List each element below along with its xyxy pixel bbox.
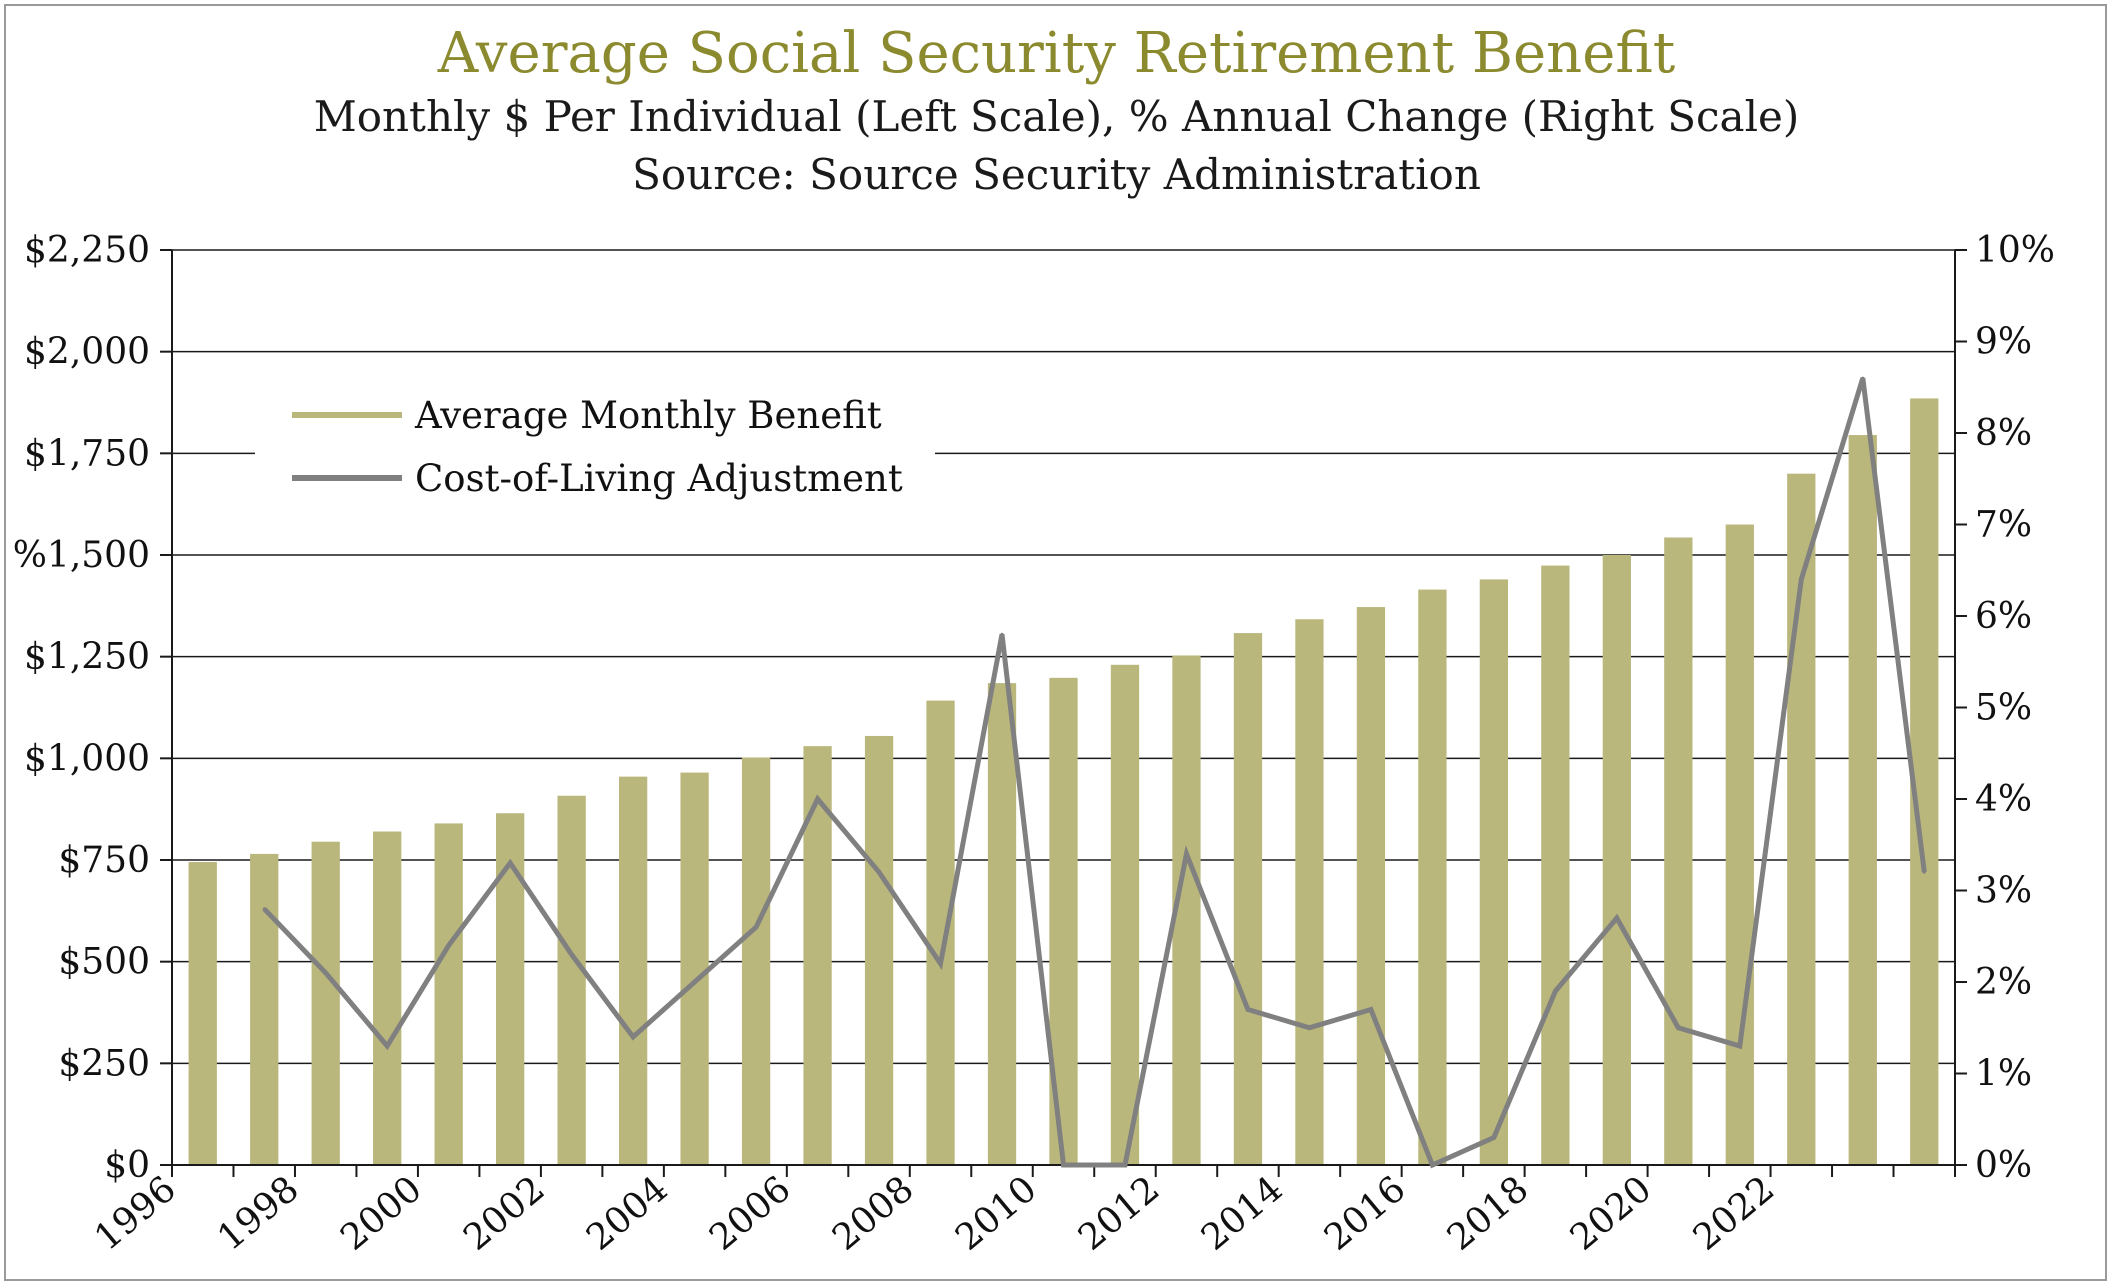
legend-label-0: Average Monthly Benefit: [414, 394, 882, 437]
cola-point-2021: [1738, 1044, 1742, 1048]
left-tick-label: $750: [58, 840, 150, 881]
bar-2005: [741, 757, 771, 1165]
line-series-layer: [262, 376, 1927, 1169]
chart-title: Average Social Security Retirement Benef…: [437, 21, 1676, 86]
chart-frame: [4, 4, 2107, 1281]
bar-2004: [680, 772, 709, 1165]
x-tick-label: 2016: [1317, 1168, 1414, 1258]
cola-point-2022: [1799, 577, 1803, 581]
right-tick-label: 6%: [1975, 596, 2032, 637]
bar-2019: [1602, 555, 1631, 1165]
bar-2009: [987, 683, 1017, 1165]
right-tick-label: 2%: [1975, 962, 2032, 1003]
cola-point-2015: [1369, 1007, 1373, 1011]
bar-2008: [926, 700, 955, 1165]
bar-1998: [311, 841, 340, 1165]
cola-point-1999: [385, 1044, 389, 1048]
x-tick-label: 2000: [333, 1168, 430, 1258]
right-tick-label: 10%: [1975, 230, 2055, 271]
bar-2000: [434, 823, 463, 1165]
x-tick-label: 2018: [1440, 1168, 1537, 1258]
cola-point-2024: [1922, 870, 1926, 874]
bar-2002: [557, 795, 586, 1165]
x-tick-label: 2002: [456, 1168, 553, 1258]
legend: Average Monthly Benefit Cost-of-Living Ad…: [292, 394, 903, 500]
cola-point-2012: [1184, 852, 1188, 856]
cola-point-2014: [1307, 1026, 1311, 1030]
left-tick-label: $0: [104, 1145, 150, 1186]
legend-background: [255, 375, 935, 515]
cola-point-2001: [508, 861, 512, 865]
cola-point-2010: [1062, 1163, 1065, 1167]
cola-point-2004: [693, 980, 697, 984]
cola-point-2009: [1000, 632, 1004, 636]
cola-point-2005: [754, 925, 758, 929]
bar-2021: [1725, 524, 1754, 1165]
left-tick-label: $1,750: [24, 433, 150, 474]
right-tick-label: 9%: [1975, 322, 2032, 363]
cola-point-2018: [1553, 989, 1557, 993]
cola-point-2000: [447, 943, 451, 947]
bar-2015: [1356, 607, 1386, 1165]
bar-2014: [1295, 619, 1324, 1165]
left-tick-label: %1,500: [13, 535, 150, 576]
cola-point-2016: [1430, 1163, 1434, 1167]
x-tick-label: 2020: [1563, 1168, 1660, 1258]
cola-point-2013: [1246, 1007, 1250, 1011]
bar-2018: [1541, 565, 1570, 1165]
right-tick-label: 3%: [1975, 871, 2032, 912]
bar-1996: [188, 862, 217, 1165]
right-tick-label: 4%: [1975, 779, 2032, 820]
chart-source: Source: Source Security Administration: [632, 150, 1481, 199]
left-tick-label: $2,000: [24, 332, 150, 373]
cola-point-2020: [1676, 1026, 1680, 1030]
cola-point-2011: [1123, 1163, 1127, 1167]
x-tick-label: 2014: [1194, 1168, 1291, 1258]
bar-1997: [250, 853, 279, 1165]
bar-2017: [1479, 579, 1509, 1165]
bar-series: [188, 398, 1939, 1166]
x-tick-label: 1998: [210, 1168, 307, 1258]
bar-2020: [1664, 537, 1693, 1165]
x-tick-label: 2004: [579, 1168, 676, 1258]
title-block: Average Social Security Retirement Benef…: [0, 20, 2113, 204]
cola-point-2017: [1492, 1136, 1496, 1140]
bar-2013: [1233, 633, 1263, 1165]
right-tick-label: 1%: [1975, 1054, 2032, 1095]
bar-2007: [864, 735, 894, 1165]
x-tick-label: 2012: [1071, 1168, 1168, 1258]
cola-point-2006: [816, 797, 820, 801]
x-tick-label: 2006: [702, 1168, 799, 1258]
left-tick-label: $250: [58, 1043, 150, 1084]
cola-point-2007: [877, 870, 881, 874]
cola-point-2023: [1861, 376, 1865, 380]
left-tick-label: $500: [58, 942, 150, 983]
cola-point-2008: [939, 962, 943, 966]
cola-point-2019: [1615, 916, 1619, 920]
right-tick-label: 0%: [1975, 1145, 2032, 1186]
cola-point-1998: [324, 971, 328, 975]
legend-box: [255, 375, 935, 515]
left-tick-label: $2,250: [24, 230, 150, 271]
bar-2003: [618, 776, 648, 1165]
bar-2011: [1110, 664, 1140, 1165]
cola-point-2003: [631, 1035, 635, 1039]
cola-point-2002: [570, 953, 574, 957]
bar-1999: [373, 831, 402, 1165]
cola-line: [262, 377, 1927, 1169]
bar-2023: [1848, 435, 1877, 1165]
bar-2016: [1418, 589, 1447, 1165]
legend-label-1: Cost-of-Living Adjustment: [415, 457, 903, 500]
right-tick-label: 8%: [1975, 413, 2032, 454]
right-tick-label: 5%: [1975, 688, 2032, 729]
left-tick-label: $1,000: [24, 738, 150, 779]
chart-subtitle: Monthly $ Per Individual (Left Scale), %…: [313, 92, 1800, 141]
cola-point-1997: [262, 907, 266, 911]
left-tick-label: $1,250: [24, 637, 150, 678]
x-tick-label: 2008: [825, 1168, 922, 1258]
right-tick-label: 7%: [1975, 505, 2032, 546]
x-tick-label: 2022: [1686, 1168, 1783, 1258]
x-tick-label: 2010: [948, 1168, 1045, 1258]
